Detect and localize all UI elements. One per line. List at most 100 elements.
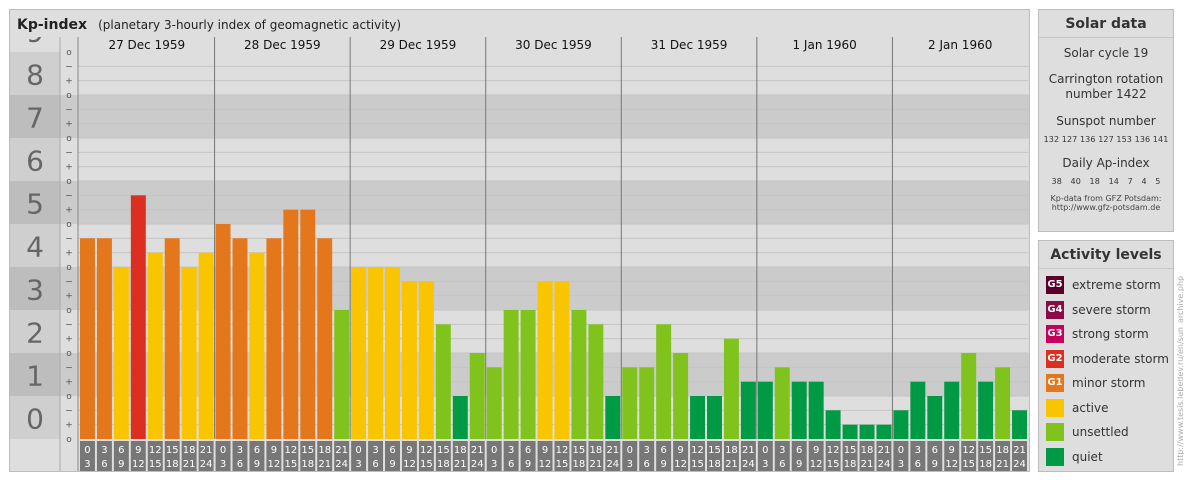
interval-end-label: 12 bbox=[132, 459, 145, 470]
interval-start-label: 18 bbox=[183, 445, 196, 456]
interval-box bbox=[368, 441, 384, 471]
kp-bar bbox=[80, 238, 95, 439]
interval-box bbox=[418, 441, 434, 471]
activity-level-item: G4 severe storm bbox=[1046, 300, 1172, 321]
minor-tick-label: − bbox=[65, 277, 73, 287]
kp-bar bbox=[893, 410, 909, 439]
interval-box bbox=[351, 441, 367, 471]
interval-box bbox=[995, 441, 1011, 471]
interval-end-label: 12 bbox=[539, 459, 552, 470]
y-tick-label: 6 bbox=[26, 145, 44, 178]
interval-start-label: 21 bbox=[878, 445, 891, 456]
interval-end-label: 3 bbox=[762, 459, 768, 470]
interval-end-label: 21 bbox=[861, 459, 874, 470]
interval-end-label: 3 bbox=[355, 459, 361, 470]
activity-level-item: G2 moderate storm bbox=[1046, 349, 1172, 370]
minor-tick-label: − bbox=[65, 105, 73, 115]
kp-bar bbox=[368, 267, 384, 439]
y-tick-label: 4 bbox=[26, 231, 44, 264]
interval-end-label: 9 bbox=[254, 459, 260, 470]
minor-tick-label: o bbox=[66, 91, 72, 101]
interval-end-label: 18 bbox=[844, 459, 857, 470]
day-label: 27 Dec 1959 bbox=[108, 38, 185, 52]
y-band bbox=[10, 95, 1029, 138]
credit-line-2[interactable]: http://www.gfz-potsdam.de bbox=[1051, 203, 1161, 212]
interval-box bbox=[147, 441, 163, 471]
activity-level-swatch bbox=[1046, 398, 1064, 417]
interval-box bbox=[774, 441, 790, 471]
interval-start-label: 3 bbox=[508, 445, 514, 456]
interval-end-label: 6 bbox=[779, 459, 785, 470]
minor-tick-label: + bbox=[65, 421, 73, 431]
interval-box bbox=[249, 441, 265, 471]
interval-start-label: 6 bbox=[389, 445, 395, 456]
interval-end-label: 6 bbox=[644, 459, 650, 470]
interval-start-label: 0 bbox=[84, 445, 90, 456]
interval-box bbox=[791, 441, 807, 471]
interval-box bbox=[571, 441, 587, 471]
kp-bar bbox=[774, 367, 790, 439]
activity-level-swatch: G5 bbox=[1046, 276, 1064, 294]
interval-box bbox=[1012, 441, 1027, 471]
activity-level-label: strong storm bbox=[1072, 327, 1149, 341]
interval-end-label: 21 bbox=[996, 459, 1009, 470]
interval-box bbox=[486, 441, 502, 471]
kp-bar bbox=[351, 267, 367, 439]
kp-bar bbox=[757, 381, 773, 439]
interval-box bbox=[859, 441, 875, 471]
kp-bar bbox=[876, 424, 892, 439]
interval-end-label: 3 bbox=[627, 459, 633, 470]
interval-end-label: 15 bbox=[691, 459, 704, 470]
interval-box bbox=[656, 441, 672, 471]
interval-box bbox=[808, 441, 824, 471]
minor-tick-label: + bbox=[65, 206, 73, 216]
ap-index-values: 38 40 18 14 7 4 5 bbox=[1051, 177, 1161, 186]
kp-bar bbox=[656, 324, 672, 439]
activity-level-label: moderate storm bbox=[1072, 351, 1169, 366]
interval-box bbox=[113, 441, 129, 471]
activity-levels-title: Activity levels bbox=[1039, 241, 1173, 269]
kp-bar bbox=[723, 338, 739, 439]
interval-box bbox=[893, 441, 909, 471]
minor-tick-label: o bbox=[66, 392, 72, 402]
minor-tick-label: + bbox=[65, 249, 73, 259]
interval-end-label: 15 bbox=[420, 459, 433, 470]
kp-bar bbox=[808, 381, 824, 439]
interval-box bbox=[181, 441, 197, 471]
interval-end-label: 6 bbox=[508, 459, 514, 470]
interval-box bbox=[639, 441, 655, 471]
kp-bar bbox=[198, 252, 214, 439]
kp-bar bbox=[978, 381, 994, 439]
activity-level-item: unsettled bbox=[1046, 423, 1172, 443]
minor-tick-label: o bbox=[66, 435, 72, 445]
kp-bar bbox=[859, 424, 875, 439]
kp-bar bbox=[418, 281, 434, 439]
interval-end-label: 15 bbox=[284, 459, 297, 470]
activity-level-label: unsettled bbox=[1072, 425, 1129, 439]
interval-end-label: 24 bbox=[1013, 459, 1026, 470]
minor-tick-label: − bbox=[65, 320, 73, 330]
interval-box bbox=[825, 441, 841, 471]
interval-box bbox=[334, 441, 350, 471]
y-band bbox=[10, 224, 1029, 267]
interval-end-label: 3 bbox=[491, 459, 497, 470]
activity-level-swatch bbox=[1046, 423, 1064, 441]
interval-start-label: 21 bbox=[200, 445, 213, 456]
kp-bar bbox=[842, 424, 858, 439]
y-band bbox=[10, 52, 1029, 95]
minor-tick-label: + bbox=[65, 292, 73, 302]
interval-start-label: 21 bbox=[742, 445, 755, 456]
activity-level-item: G3 strong storm bbox=[1046, 325, 1172, 345]
interval-end-label: 21 bbox=[183, 459, 196, 470]
activity-level-swatch: G3 bbox=[1046, 325, 1064, 343]
interval-start-label: 0 bbox=[627, 445, 633, 456]
y-tick-label: 2 bbox=[26, 317, 44, 350]
interval-start-label: 12 bbox=[284, 445, 297, 456]
kp-bar bbox=[690, 396, 706, 439]
interval-start-label: 6 bbox=[254, 445, 260, 456]
interval-start-label: 18 bbox=[589, 445, 602, 456]
day-label: 29 Dec 1959 bbox=[380, 38, 457, 52]
interval-box bbox=[740, 441, 756, 471]
chart-header: Kp-index (planetary 3-hourly index of ge… bbox=[10, 10, 1029, 37]
y-tick-label: 9 bbox=[26, 37, 44, 49]
